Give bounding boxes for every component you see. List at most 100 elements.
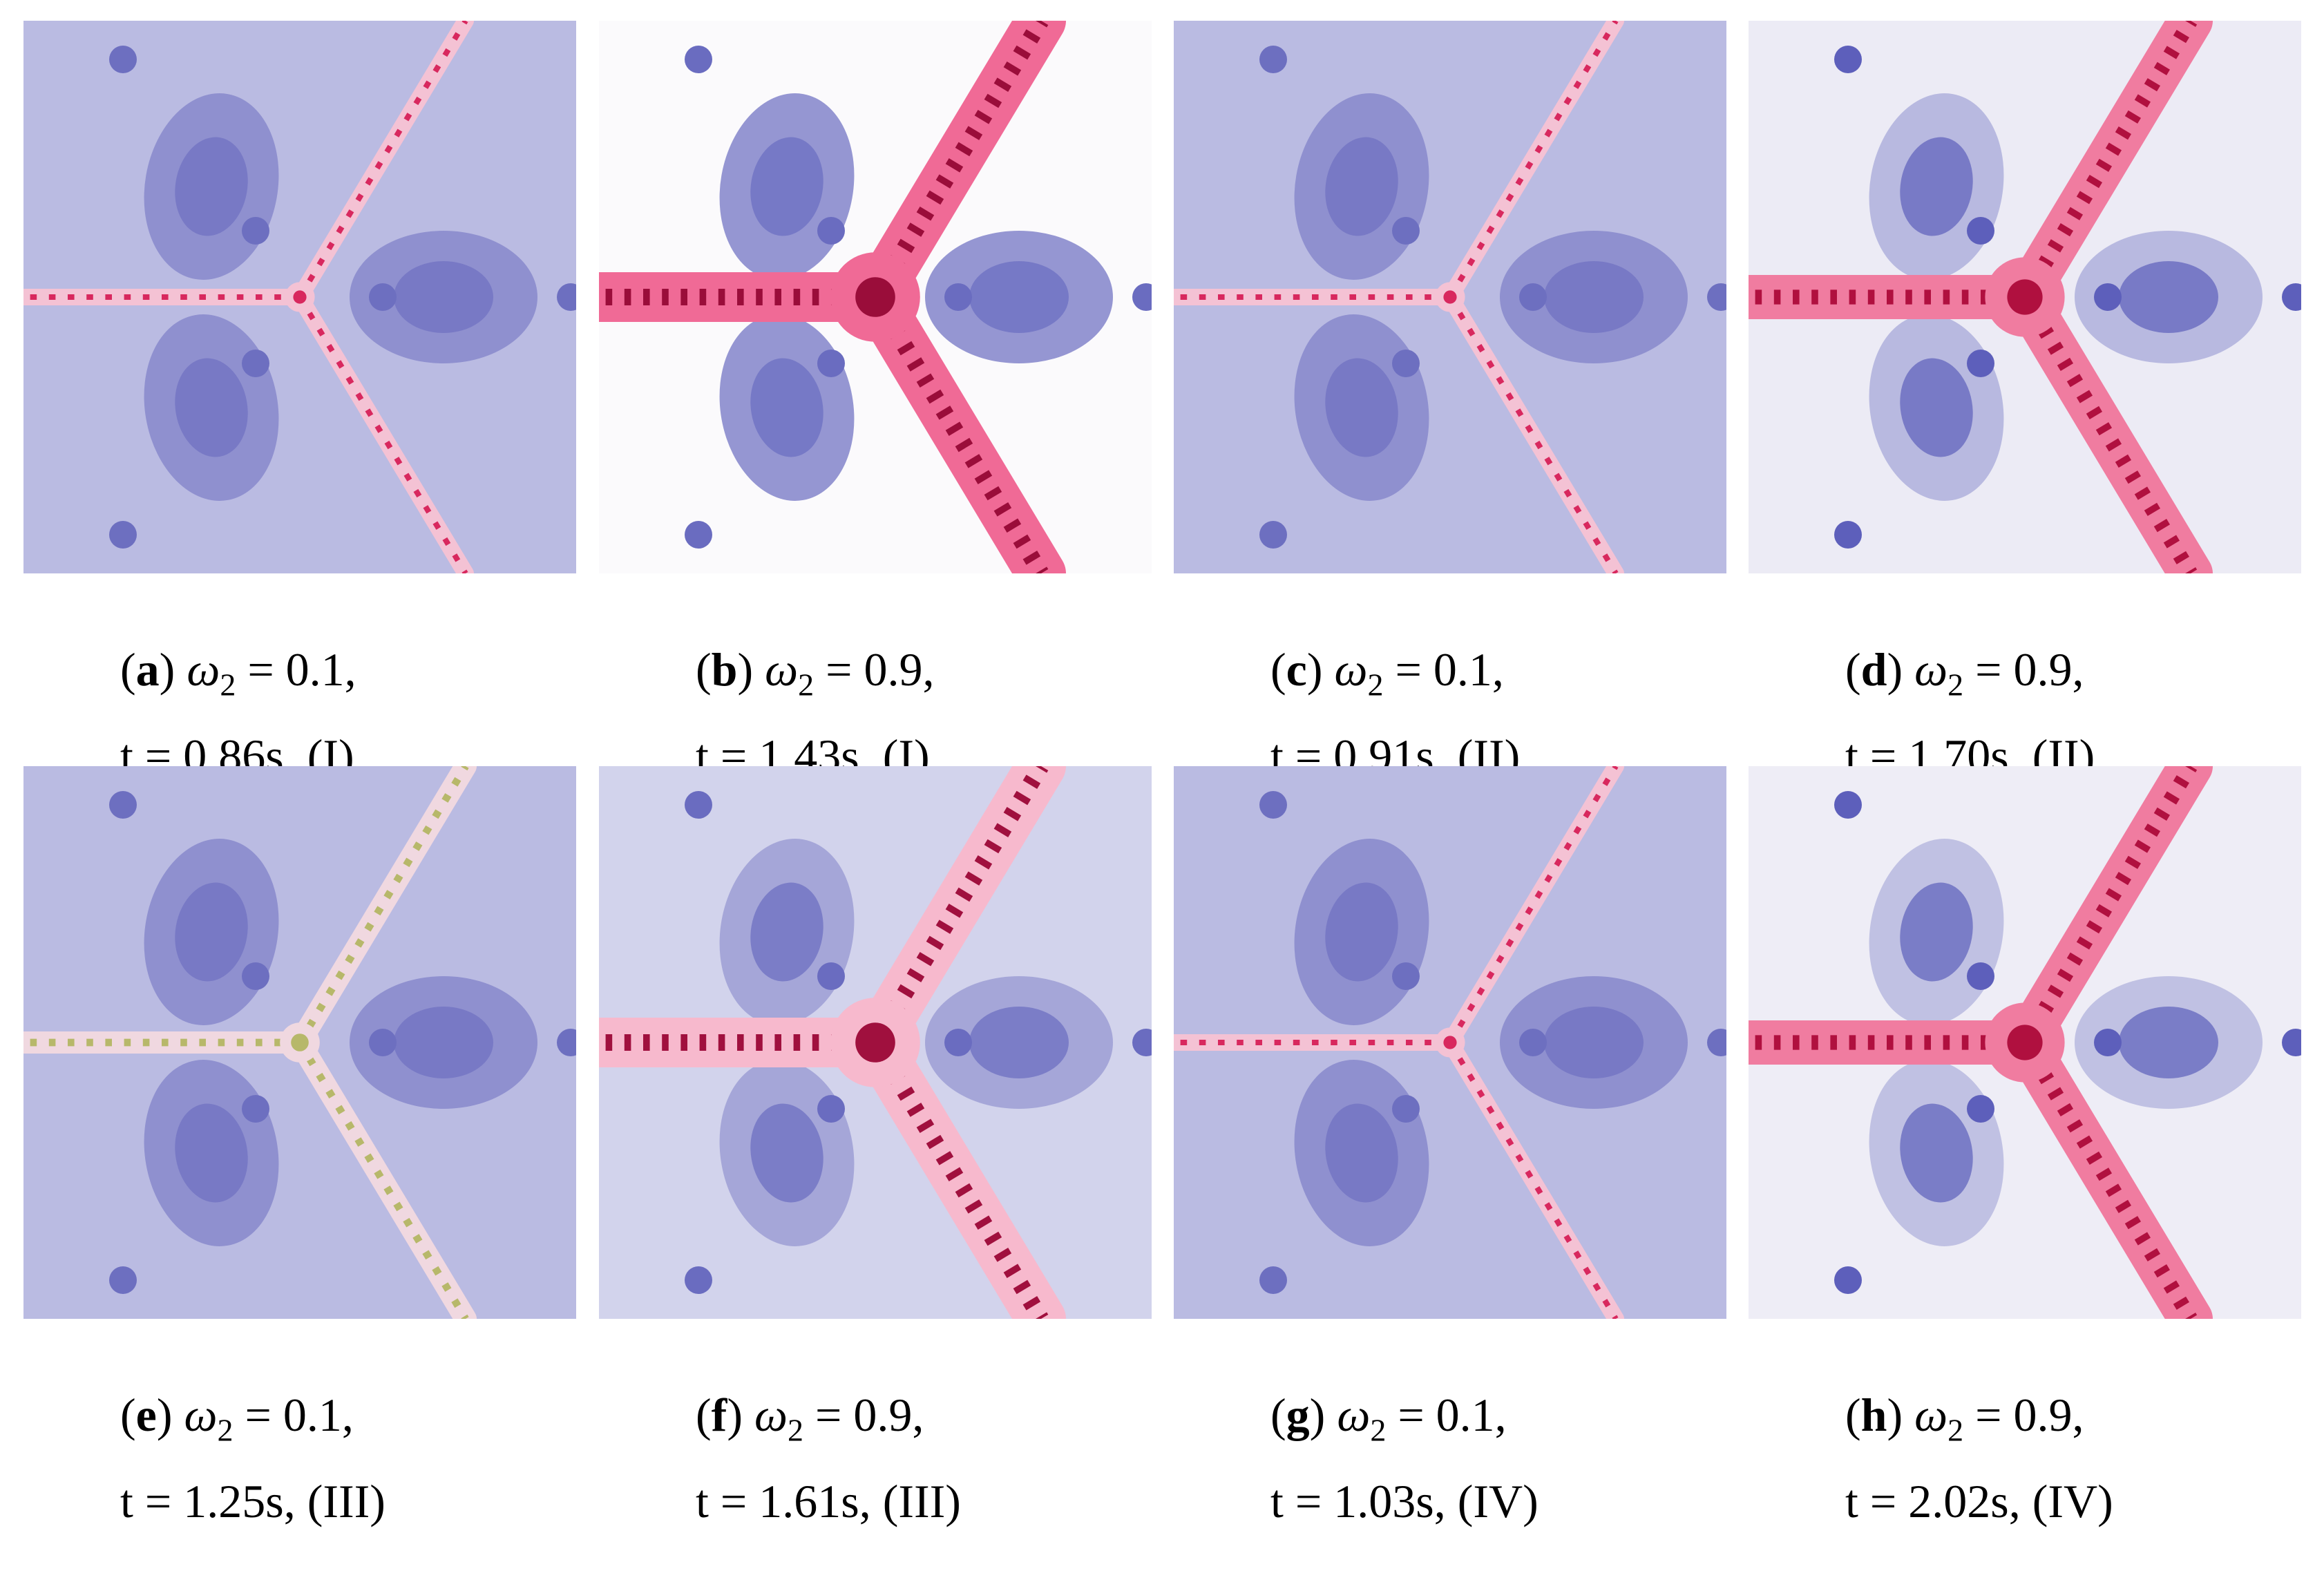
attractor-dot	[1967, 962, 1994, 990]
omega-value: = 0.9,	[1975, 1389, 2084, 1441]
attractor-dot	[557, 283, 576, 311]
attractor-dot	[817, 962, 845, 990]
fractal-image	[1174, 21, 1726, 573]
attractor-dot	[369, 1029, 397, 1056]
omega-symbol: ω	[1914, 643, 1948, 696]
subfigure: (e) ω2 = 0.1, t = 1.25s, (III)	[23, 766, 576, 1536]
attractor-dot	[109, 1266, 137, 1294]
fractal-image	[23, 766, 576, 1319]
basin-core	[750, 137, 823, 236]
basin-core	[750, 882, 823, 982]
omega-value: = 0.1,	[247, 643, 356, 696]
attractor-dot	[2094, 283, 2122, 311]
basin-core	[1325, 137, 1398, 236]
attractor-dot	[109, 791, 137, 819]
attractor-dot	[1259, 521, 1287, 549]
basin-core	[1544, 261, 1644, 333]
attractor-dot	[369, 283, 397, 311]
subfigure: (a) ω2 = 0.1, t = 0.86s, (I)	[23, 21, 576, 791]
subfigure: (c) ω2 = 0.1, t = 0.91s, (II)	[1174, 21, 1726, 791]
subfigure-label: g	[1286, 1389, 1310, 1441]
subfigure: (f) ω2 = 0.9, t = 1.61s, (III)	[599, 766, 1152, 1536]
julia-arm-core	[1447, 295, 1619, 573]
julia-arm-core	[2018, 766, 2198, 1047]
attractor-dot	[1132, 283, 1152, 311]
omega-symbol: ω	[187, 643, 220, 696]
julia-arm-core	[296, 1040, 469, 1319]
julia-arm-core	[297, 21, 468, 299]
basin-core	[394, 1007, 493, 1078]
basin-core	[175, 358, 248, 457]
basin-core	[1325, 358, 1398, 457]
omega-symbol: ω	[1914, 1389, 1948, 1441]
basin-core	[1900, 137, 1973, 236]
basin-core	[394, 261, 493, 333]
center-core	[291, 1034, 309, 1051]
fractal-image	[1174, 766, 1726, 1319]
subfigure: (b) ω2 = 0.9, t = 1.43s, (I)	[599, 21, 1152, 791]
attractor-dot	[944, 283, 972, 311]
omega-subscript: 2	[1947, 667, 1964, 703]
subfigure-label: a	[135, 643, 160, 696]
basin-core	[1900, 882, 1973, 982]
attractor-dot	[685, 1266, 712, 1294]
attractor-dot	[242, 1095, 269, 1123]
subfigure-label: e	[135, 1389, 157, 1441]
subfigure: (g) ω2 = 0.1, t = 1.03s, (IV)	[1174, 766, 1726, 1536]
attractor-dot	[109, 521, 137, 549]
basin-core	[1325, 1103, 1398, 1203]
attractor-dot	[1834, 1266, 1862, 1294]
attractor-dot	[1834, 791, 1862, 819]
attractor-dot	[2094, 1029, 2122, 1056]
julia-arm-core	[296, 766, 469, 1045]
attractor-dot	[242, 217, 269, 245]
omega-subscript: 2	[798, 667, 815, 703]
time-value: t = 2.02s,	[1845, 1474, 2021, 1527]
center-core	[2007, 279, 2043, 315]
time-value: t = 1.03s,	[1270, 1474, 1446, 1527]
omega-subscript: 2	[787, 1412, 803, 1448]
subfigure: (d) ω2 = 0.9, t = 1.70s, (II)	[1749, 21, 2301, 791]
attractor-dot	[1967, 350, 1994, 377]
attractor-dot	[1967, 1095, 1994, 1123]
case: (III)	[882, 1474, 961, 1527]
basin-core	[750, 1103, 823, 1203]
subfigure-label: c	[1286, 643, 1307, 696]
basin-core	[1544, 1007, 1644, 1078]
julia-arm-core	[2018, 293, 2198, 573]
omega-symbol: ω	[184, 1389, 218, 1441]
attractor-dot	[1392, 217, 1420, 245]
center-core	[2007, 1025, 2043, 1060]
attractor-dot	[2282, 1029, 2301, 1056]
omega-subscript: 2	[220, 667, 236, 703]
subfigure-label: b	[711, 643, 738, 696]
basin-core	[2119, 1007, 2218, 1078]
center-core	[1443, 290, 1457, 304]
omega-symbol: ω	[754, 1389, 788, 1441]
attractor-dot	[1259, 791, 1287, 819]
fractal-image	[599, 21, 1152, 573]
attractor-dot	[1834, 521, 1862, 549]
omega-subscript: 2	[217, 1412, 234, 1448]
attractor-dot	[2282, 283, 2301, 311]
julia-arm-core	[1447, 766, 1619, 1045]
basin-core	[1900, 358, 1973, 457]
attractor-dot	[557, 1029, 576, 1056]
subfigure: (h) ω2 = 0.9, t = 2.02s, (IV)	[1749, 766, 2301, 1536]
attractor-dot	[1519, 1029, 1547, 1056]
basin-core	[175, 137, 248, 236]
caption: (g) ω2 = 0.1, t = 1.03s, (IV)	[1270, 1389, 1539, 1527]
attractor-dot	[109, 46, 137, 73]
center-core	[293, 290, 307, 304]
attractor-dot	[1707, 1029, 1726, 1056]
attractor-dot	[1834, 46, 1862, 73]
attractor-dot	[817, 217, 845, 245]
case: (III)	[307, 1474, 385, 1527]
caption: (e) ω2 = 0.1, t = 1.25s, (III)	[120, 1389, 385, 1527]
basin-core	[1325, 882, 1398, 982]
center-core	[855, 277, 895, 317]
attractor-dot	[1132, 1029, 1152, 1056]
center-core	[1443, 1036, 1457, 1049]
omega-value: = 0.1,	[1398, 1389, 1507, 1441]
attractor-dot	[242, 350, 269, 377]
